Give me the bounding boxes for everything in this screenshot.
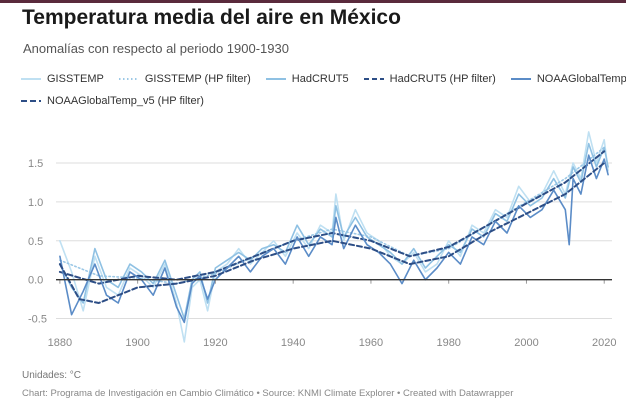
legend-swatch-noaa	[510, 78, 531, 80]
y-tick-label: 1.5	[28, 158, 43, 170]
y-tick-label: 0.5	[28, 236, 43, 248]
legend-item-noaa[interactable]: NOAAGlobalTemp_v5	[510, 73, 626, 85]
legend-label-noaa-hp: NOAAGlobalTemp_v5 (HP filter)	[47, 95, 204, 107]
legend-swatch-hadcrut-hp	[363, 78, 384, 80]
legend-label-hadcrut: HadCRUT5	[291, 73, 349, 85]
series-hadcrut	[59, 142, 609, 320]
legend-item-hadcrut[interactable]: HadCRUT5	[265, 73, 349, 85]
legend-swatch-noaa-hp	[21, 100, 41, 102]
legend-swatch-hadcrut	[265, 78, 286, 80]
legend-label-noaa: NOAAGlobalTemp_v5	[536, 73, 626, 85]
top-accent-bar	[0, 0, 626, 3]
legend-item-hadcrut-hp[interactable]: HadCRUT5 (HP filter)	[363, 73, 496, 85]
legend-row-2: NOAAGlobalTemp_v5 (HP filter)	[20, 92, 620, 110]
source-credit: Chart: Programa de Investigación en Camb…	[22, 388, 514, 399]
legend-item-gisstemp[interactable]: GISSTEMP	[20, 73, 104, 85]
x-tick-label: 1960	[359, 337, 383, 349]
legend-swatch-gisstemp	[21, 78, 41, 80]
series-noaa-hp	[58, 162, 606, 304]
units-note: Unidades: °C	[22, 370, 82, 381]
chart-subtitle: Anomalías con respecto al periodo 1900-1…	[23, 41, 289, 56]
legend-label-gisstemp: GISSTEMP	[47, 73, 104, 85]
legend-item-gisstemp-hp[interactable]: GISSTEMP (HP filter)	[118, 73, 251, 85]
legend-item-noaa-hp[interactable]: NOAAGlobalTemp_v5 (HP filter)	[20, 95, 204, 107]
x-tick-label: 1920	[203, 337, 227, 349]
legend-label-gisstemp-hp: GISSTEMP (HP filter)	[144, 73, 251, 85]
x-tick-label: 1980	[436, 337, 460, 349]
x-tick-label: 2000	[514, 337, 538, 349]
y-tick-label: -0.5	[28, 314, 47, 326]
legend-swatch-gisstemp-hp	[118, 78, 139, 80]
x-tick-label: 2020	[592, 337, 616, 349]
y-tick-label: 1.0	[28, 197, 43, 209]
series-hadcrut-hp	[58, 150, 606, 285]
legend-label-hadcrut-hp: HadCRUT5 (HP filter)	[389, 73, 496, 85]
axis-layer: -0.5 0.0 0.5 1.0 1.5 1880 1900 1920 1940 1960 1980…	[28, 158, 616, 349]
chart-title: Temperatura media del aire en México	[22, 6, 401, 29]
line-chart: -0.5 0.0 0.5 1.0 1.5 1880 1900 1920 1940 1960 1980…	[28, 131, 616, 349]
x-tick-label: 1900	[125, 337, 149, 349]
legend-row-1: GISSTEMP GISSTEMP (HP filter) HadCRUT5 H…	[20, 70, 626, 88]
legend: GISSTEMP GISSTEMP (HP filter) HadCRUT5 H…	[20, 70, 626, 114]
y-tick-label: 0.0	[28, 275, 43, 287]
x-tick-label: 1880	[48, 337, 72, 349]
series-noaa	[59, 154, 609, 324]
x-tick-label: 1940	[281, 337, 305, 349]
